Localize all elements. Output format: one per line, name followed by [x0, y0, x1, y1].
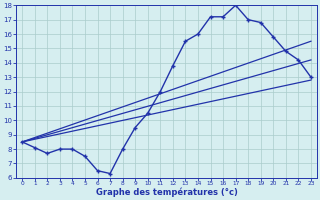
X-axis label: Graphe des températures (°c): Graphe des températures (°c)	[96, 188, 237, 197]
